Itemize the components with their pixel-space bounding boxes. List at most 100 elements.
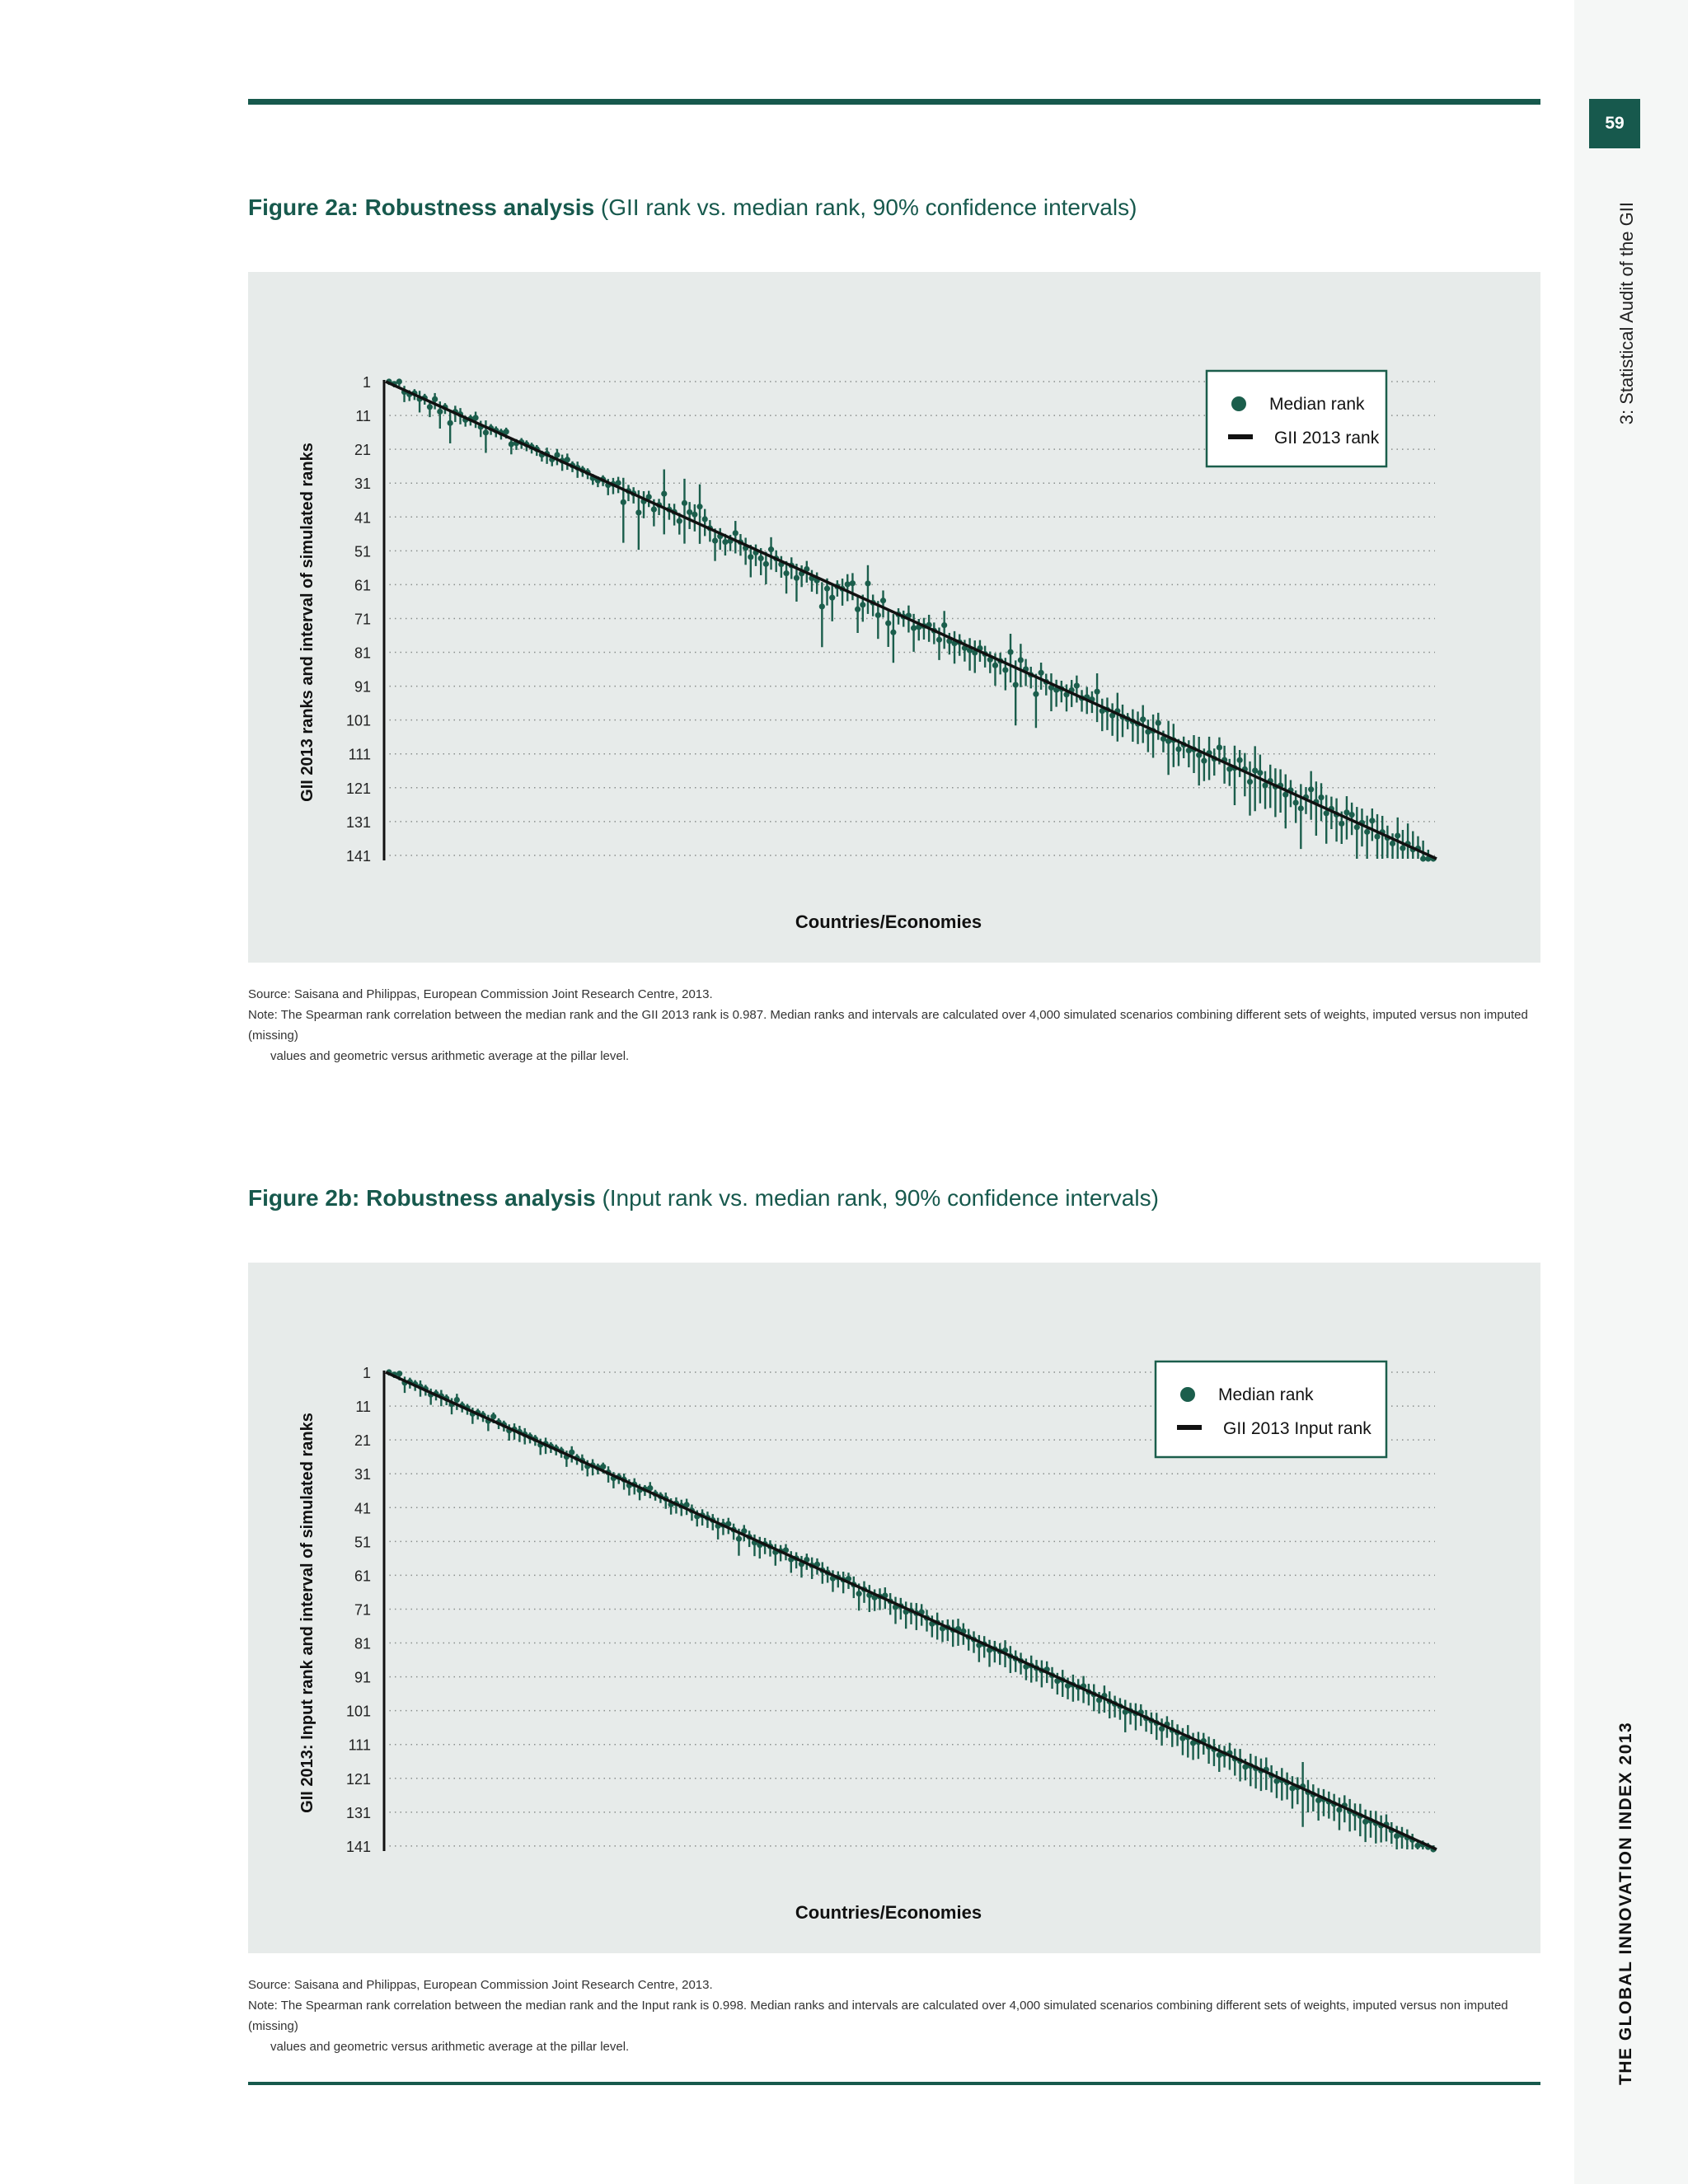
- y-tick-label: 21: [354, 442, 371, 458]
- median-rank-point: [1262, 782, 1268, 789]
- publication-title: THE GLOBAL INNOVATION INDEX 2013: [1616, 1721, 1635, 2085]
- y-tick-label: 61: [354, 1568, 371, 1584]
- figure-2b-source: Source: Saisana and Philippas, European …: [248, 1978, 713, 1992]
- median-rank-point: [1389, 840, 1396, 847]
- median-rank-point: [890, 629, 897, 635]
- y-tick-label: 41: [354, 1500, 371, 1516]
- y-tick-label: 71: [354, 611, 371, 627]
- median-rank-point: [856, 1591, 862, 1597]
- median-rank-point: [661, 490, 668, 497]
- median-rank-point: [1308, 786, 1315, 793]
- median-rank-point: [647, 1485, 654, 1492]
- median-rank-point: [855, 606, 861, 612]
- median-rank-point: [793, 574, 800, 581]
- y-tick-label: 141: [346, 848, 371, 865]
- rank-line: [385, 380, 1437, 860]
- median-rank-point: [910, 625, 917, 631]
- median-rank-point: [1216, 744, 1223, 751]
- chapter-title: 3: Statistical Audit of the GII: [1616, 202, 1637, 425]
- y-tick-label: 11: [355, 1399, 371, 1415]
- median-rank-point: [1400, 845, 1406, 851]
- median-rank-point: [735, 1535, 743, 1542]
- legend-line-label: GII 2013 Input rank: [1223, 1419, 1372, 1438]
- median-rank-point: [1007, 649, 1014, 655]
- legend-median-label: Median rank: [1218, 1385, 1314, 1404]
- x-axis-title: Countries/Economies: [795, 1902, 982, 1923]
- median-rank-point: [453, 1396, 460, 1404]
- y-tick-label: 101: [346, 1704, 371, 1720]
- median-rank-point: [818, 603, 825, 610]
- median-rank-point: [1196, 752, 1203, 758]
- median-rank-point: [1226, 766, 1233, 772]
- median-rank-point: [1242, 1764, 1249, 1770]
- median-rank-point: [1318, 794, 1325, 801]
- y-tick-label: 71: [354, 1601, 371, 1618]
- figure-2a-panel: 1 11 21 31 41 51 61 71 81 91 101 111 121 131 141 Median…: [248, 272, 1540, 963]
- median-rank-point: [482, 429, 490, 436]
- figure-2b-title: Figure 2b: Robustness analysis (Input ra…: [248, 1185, 1159, 1212]
- median-rank-point: [396, 1371, 403, 1377]
- figure-2a-chart: 1112131415161718191101111121131141Median…: [298, 369, 1437, 932]
- median-rank-point: [1236, 757, 1243, 763]
- median-rank-point: [635, 509, 642, 516]
- median-rank-point: [1099, 707, 1105, 715]
- y-tick-label: 51: [354, 1534, 371, 1550]
- y-tick-label: 81: [354, 645, 371, 662]
- median-rank-point: [874, 612, 881, 619]
- top-rule: [248, 99, 1540, 105]
- legend-line-label: GII 2013 rank: [1274, 429, 1380, 448]
- median-rank-point: [1348, 811, 1355, 818]
- median-rank-point: [1369, 818, 1376, 824]
- median-rank-point: [1017, 657, 1024, 663]
- legend-median-marker: [1180, 1387, 1195, 1402]
- median-rank-point: [564, 457, 570, 463]
- median-rank-point: [1073, 682, 1080, 689]
- median-rank-point: [860, 602, 866, 608]
- median-rank-point: [1038, 669, 1044, 676]
- y-tick-label: 91: [354, 679, 371, 696]
- median-rank-point: [1095, 1697, 1103, 1704]
- median-rank-point: [683, 1502, 690, 1508]
- figure-2b-title-rest: (Input rank vs. median rank, 90% confide…: [595, 1185, 1159, 1211]
- median-rank-point: [762, 560, 769, 567]
- y-tick-label: 31: [354, 1466, 371, 1483]
- median-rank-point: [823, 585, 831, 592]
- median-rank-point: [1064, 1682, 1071, 1690]
- median-rank-point: [1201, 757, 1207, 764]
- y-tick-label: 1: [363, 374, 371, 391]
- median-rank-point: [1155, 719, 1161, 726]
- rank-line: [385, 1371, 1437, 1851]
- median-rank-point: [1033, 691, 1039, 697]
- median-rank-point: [1140, 716, 1146, 723]
- legend-box: [1205, 369, 1388, 468]
- median-rank-point: [650, 506, 657, 513]
- median-rank-point: [687, 509, 693, 516]
- median-rank-point: [1179, 1735, 1186, 1741]
- median-rank-point: [701, 516, 708, 523]
- median-rank-point: [1292, 799, 1299, 806]
- median-rank-point: [1012, 682, 1019, 688]
- median-rank-point: [692, 511, 698, 518]
- median-rank-point: [615, 480, 621, 486]
- y-tick-label: 101: [346, 713, 371, 729]
- median-rank-point: [1323, 810, 1329, 817]
- figure-2b-chart: 1112131415161718191101111121131141Median…: [298, 1360, 1437, 1923]
- median-rank-point: [676, 518, 682, 524]
- median-rank-point: [1122, 1708, 1128, 1715]
- median-rank-point: [725, 1521, 732, 1527]
- median-rank-point: [1394, 1833, 1400, 1840]
- median-rank-point: [783, 570, 790, 577]
- median-rank-point: [1282, 791, 1289, 798]
- median-rank-point: [829, 594, 836, 601]
- median-rank-point: [1414, 1842, 1421, 1849]
- median-rank-point: [569, 1449, 575, 1455]
- y-tick-label: 131: [346, 1805, 371, 1821]
- figure-2a-notes: Source: Saisana and Philippas, European …: [248, 984, 1550, 1066]
- median-rank-point: [1339, 820, 1345, 827]
- median-rank-point: [992, 662, 999, 668]
- figure-2b-notes: Source: Saisana and Philippas, European …: [248, 1975, 1550, 2057]
- median-rank-point: [508, 441, 514, 448]
- legend-median-label: Median rank: [1269, 395, 1365, 414]
- y-tick-label: 111: [349, 747, 371, 763]
- side-band: [1574, 0, 1688, 2184]
